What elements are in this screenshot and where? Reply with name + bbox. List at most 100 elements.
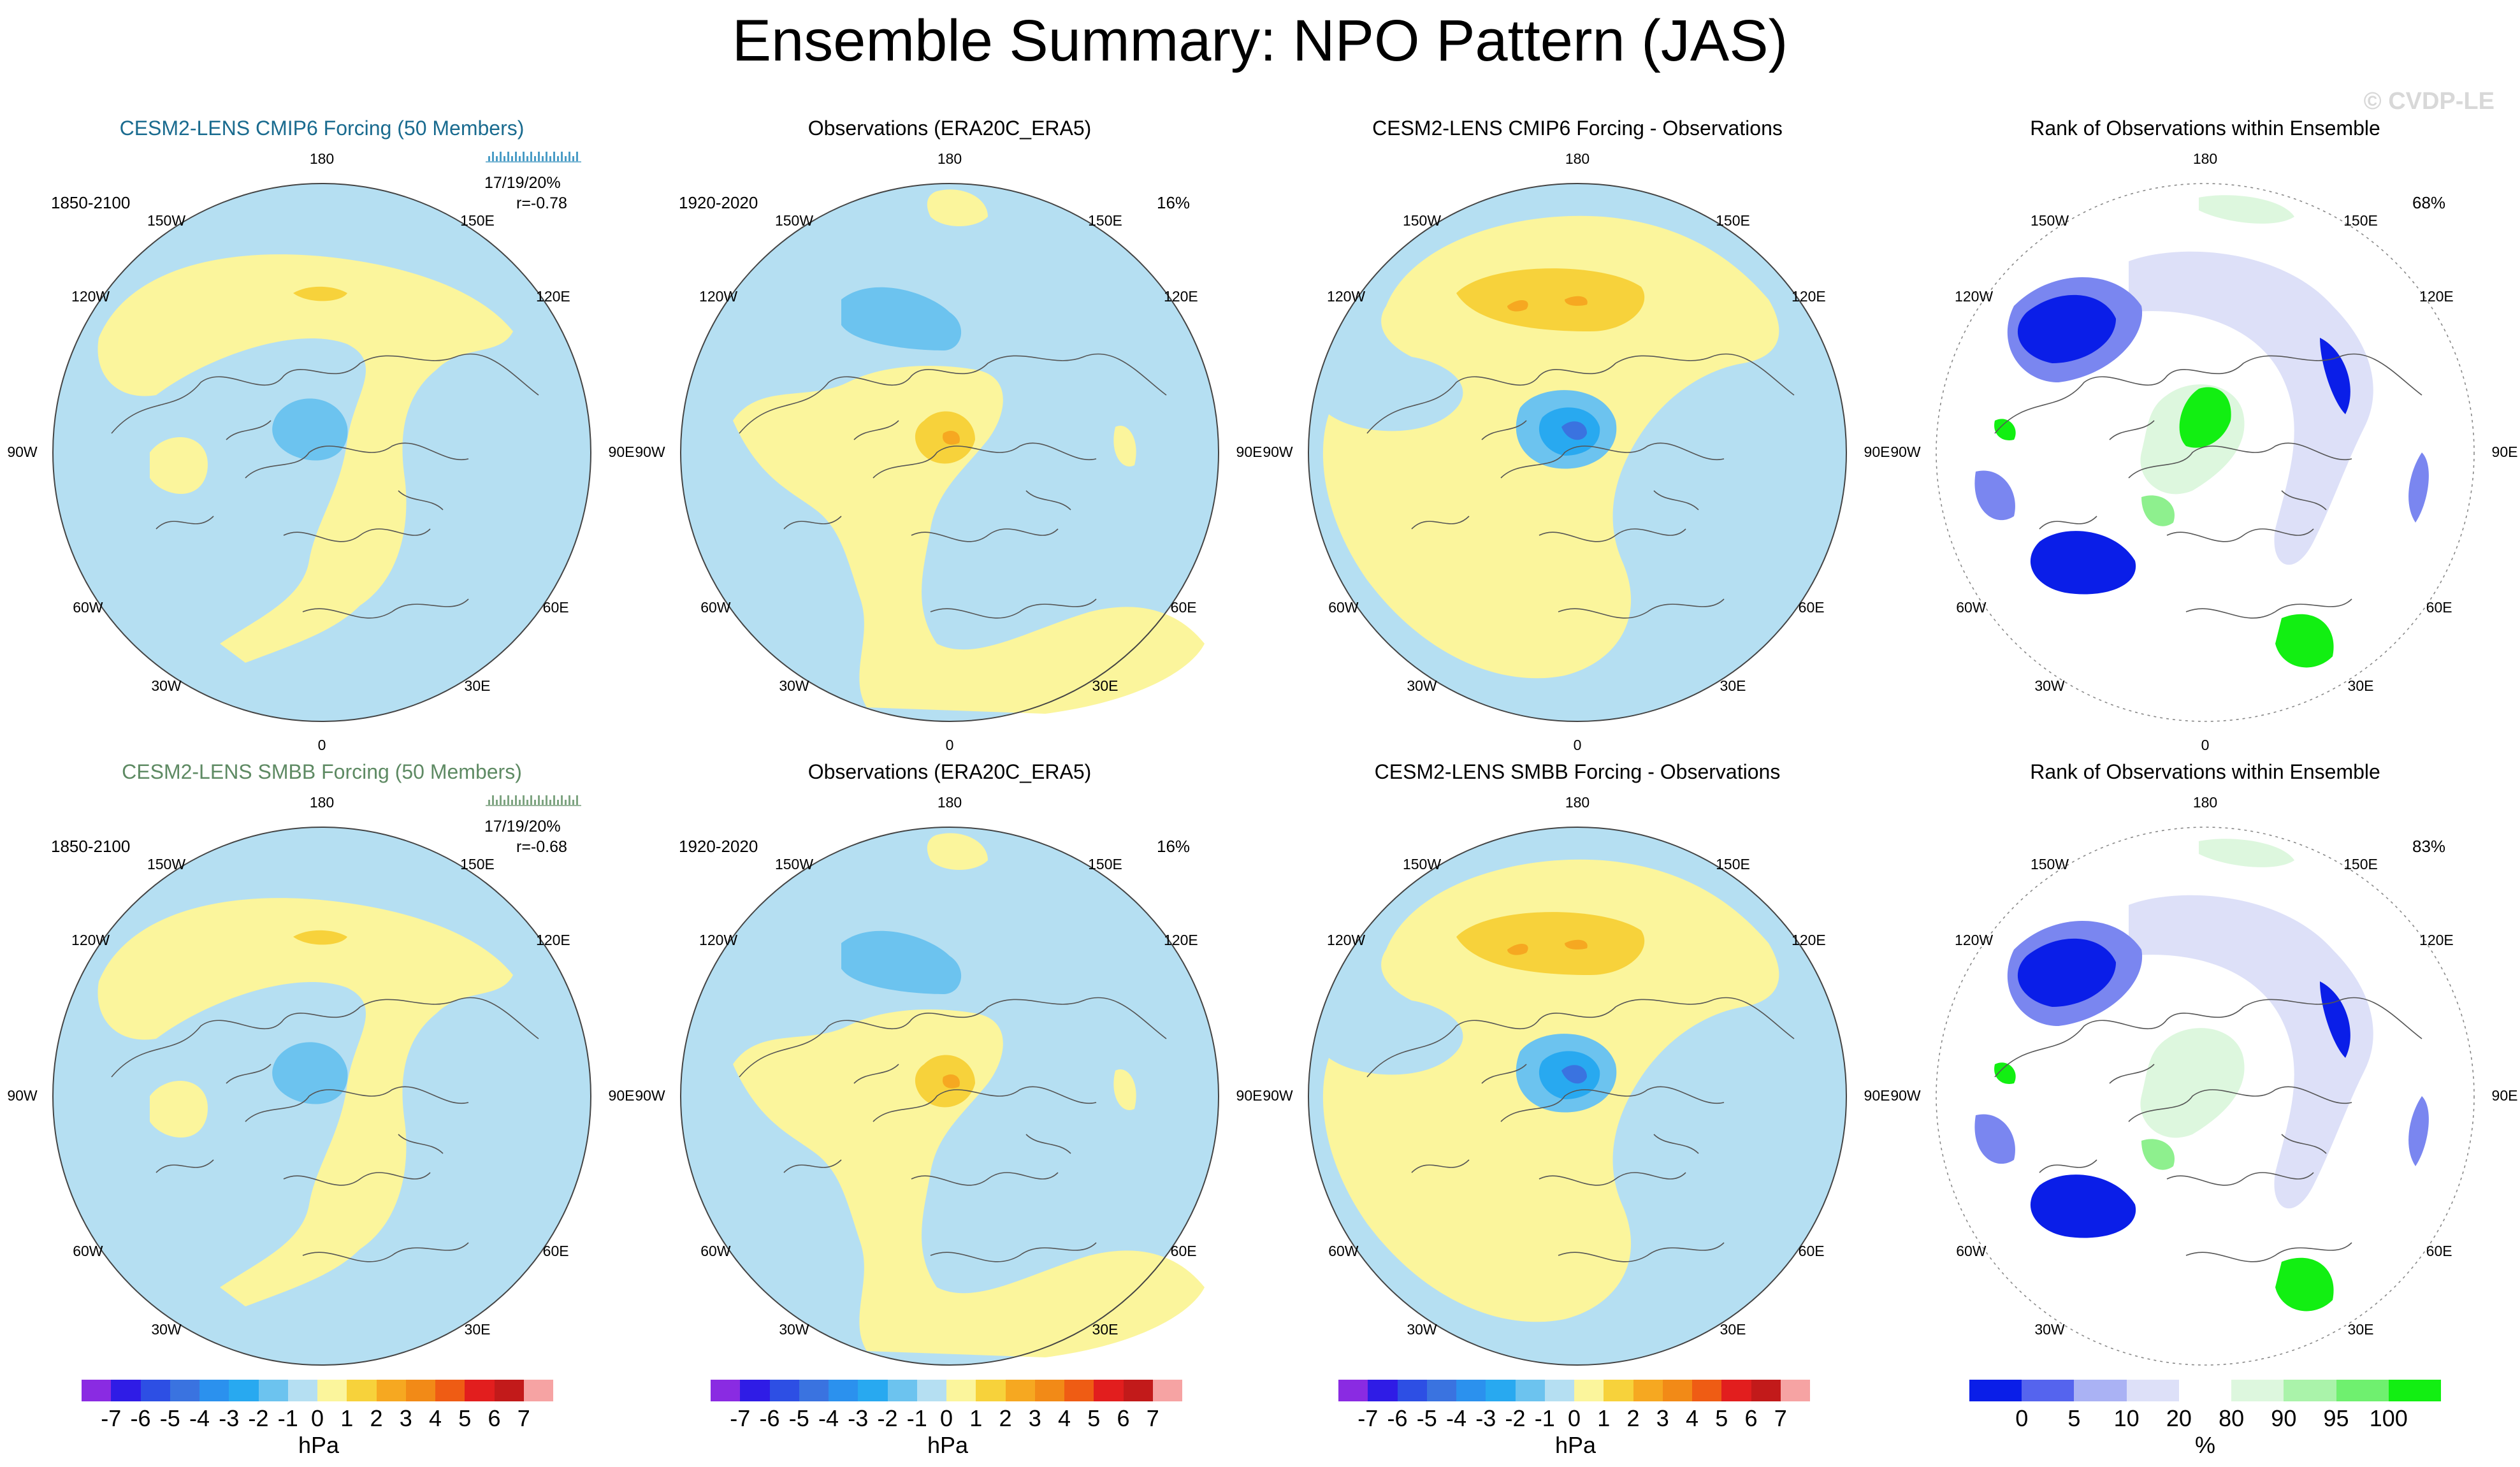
colorbar-tick-label: -5 (159, 1405, 180, 1431)
colorbar-tick-label: -5 (788, 1405, 809, 1431)
positive-anomaly-core (1456, 912, 1645, 975)
ensemble-stats: 17/19/20% (484, 818, 561, 835)
colorbar-swatch (769, 1380, 799, 1401)
longitude-label: 60W (73, 599, 103, 616)
colorbar-swatch (1338, 1380, 1368, 1401)
colorbar-tick-label: -7 (730, 1405, 751, 1431)
member-tick (538, 152, 540, 161)
colorbar-tick-label: 5 (1715, 1405, 1728, 1431)
longitude-label: 60E (1798, 599, 1825, 616)
colorbar-tick-label: -6 (1387, 1405, 1408, 1431)
longitude-label: 90W (7, 444, 38, 460)
colorbar-swatch (2231, 1380, 2284, 1401)
longitude-label: 150E (1088, 212, 1122, 229)
pattern-percent: 83% (2412, 837, 2446, 856)
map-panel: CESM2-LENS CMIP6 Forcing (50 Members) 185… (6, 112, 637, 755)
panel-title: CESM2-LENS CMIP6 Forcing - Observations (1372, 117, 1783, 140)
longitude-label: 150E (2343, 212, 2378, 229)
negative-anomaly-max (1561, 421, 1587, 440)
rank-above-95-region (2275, 614, 2334, 668)
longitude-label: 90W (1263, 1087, 1293, 1104)
longitude-label: 60E (1170, 1243, 1197, 1259)
member-tick (523, 152, 525, 161)
colorbar-tick-label: 0 (939, 1405, 953, 1431)
negative-anomaly-region (841, 930, 962, 994)
map-content (1308, 183, 1847, 722)
longitude-label: 180 (2192, 794, 2218, 811)
longitude-label: 150W (774, 212, 814, 229)
copyright-label: © CVDP-LE (2363, 88, 2495, 115)
member-strip (486, 788, 581, 806)
map-content (52, 183, 591, 722)
colorbar-tick-label: -4 (1445, 1405, 1466, 1431)
member-tick (576, 795, 578, 805)
longitude-label: 30E (464, 1321, 491, 1338)
colorbar-tick-label: 4 (428, 1405, 442, 1431)
map-content (1936, 183, 2475, 722)
longitude-label: 120E (2419, 288, 2454, 305)
negative-anomaly-region (272, 1042, 348, 1104)
polar-map (1936, 827, 2475, 1366)
member-tick (561, 795, 563, 805)
coastline (111, 997, 539, 1262)
member-tick (557, 800, 559, 805)
colorbar-swatch (317, 1380, 347, 1401)
rank-below-5-region (2017, 938, 2116, 1007)
longitude-label: 0 (2201, 737, 2210, 753)
map-content (680, 827, 1219, 1366)
longitude-label: 90E (2491, 444, 2518, 460)
panel-title: Rank of Observations within Ensemble (2030, 760, 2380, 783)
member-tick (538, 795, 540, 805)
longitude-label: 90E (608, 444, 635, 460)
polar-map (52, 827, 591, 1366)
colorbar-swatch (1633, 1380, 1663, 1401)
longitude-label: 150E (1716, 856, 1750, 873)
longitude-label: 60E (542, 1243, 569, 1259)
polar-map (1936, 183, 2475, 722)
member-tick (488, 800, 490, 805)
negative-anomaly-region (841, 287, 962, 350)
positive-anomaly-region (150, 437, 208, 494)
member-tick (530, 795, 532, 805)
colorbar-swatch (1123, 1380, 1153, 1401)
pressure-colorbar: -7 -6 -5 -4 -3 -2 -1 0 1 2 3 4 5 6 7 hPa (82, 1380, 566, 1463)
colorbar-swatch (1692, 1380, 1722, 1401)
longitude-label: 90E (1236, 444, 1263, 460)
member-tick (519, 800, 521, 805)
polar-map (1308, 183, 1847, 722)
colorbar-tick-label: 10 (2113, 1405, 2140, 1431)
rank-colorbar: 0 5 10 20 80 90 95 100% (1969, 1380, 2454, 1463)
member-tick (549, 156, 551, 161)
member-tick (553, 152, 555, 161)
colorbar-tick-label: -1 (277, 1405, 298, 1431)
map-boundary (680, 183, 1219, 722)
rank-above-95-region (1994, 419, 2016, 440)
map-boundary (1308, 183, 1847, 722)
member-tick (565, 800, 567, 805)
member-tick (572, 800, 574, 805)
longitude-label: 90W (7, 1087, 38, 1104)
pattern-correlation: r=-0.78 (516, 194, 567, 212)
map-boundary (1936, 827, 2475, 1366)
longitude-label: 120E (536, 932, 570, 948)
pressure-colorbar: -7 -6 -5 -4 -3 -2 -1 0 1 2 3 4 5 6 7 hPa (711, 1380, 1195, 1463)
pattern-correlation: r=-0.68 (516, 838, 567, 856)
member-tick (572, 156, 574, 161)
longitude-label: 90E (1864, 444, 1890, 460)
colorbar-swatch (376, 1380, 406, 1401)
rank-below-10-region (2408, 452, 2429, 523)
period-label: 1850-2100 (51, 837, 131, 856)
colorbar-tick-label: 4 (1685, 1405, 1699, 1431)
map-panel: CESM2-LENS SMBB Forcing - Observations 18… (1262, 755, 1893, 1399)
colorbar-tick-label: -2 (877, 1405, 898, 1431)
colorbar-swatch (1969, 1380, 2022, 1401)
panel-title: CESM2-LENS SMBB Forcing (50 Members) (122, 760, 522, 783)
colorbar-swatch (2336, 1380, 2389, 1401)
polar-map (680, 183, 1219, 722)
longitude-label: 60E (2426, 1243, 2452, 1259)
longitude-label: 150W (1402, 212, 1442, 229)
colorbar-swatch (2284, 1380, 2336, 1401)
colorbar-tick-label: 1 (1597, 1405, 1611, 1431)
colorbar-swatch (494, 1380, 524, 1401)
map-boundary (52, 183, 591, 722)
